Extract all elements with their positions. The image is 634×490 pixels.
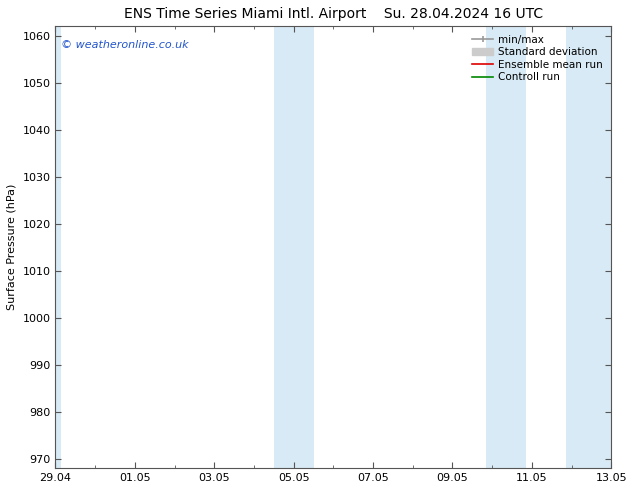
Title: ENS Time Series Miami Intl. Airport    Su. 28.04.2024 16 UTC: ENS Time Series Miami Intl. Airport Su. … [124, 7, 543, 21]
Y-axis label: Surface Pressure (hPa): Surface Pressure (hPa) [7, 184, 17, 311]
Text: © weatheronline.co.uk: © weatheronline.co.uk [61, 40, 189, 49]
Legend: min/max, Standard deviation, Ensemble mean run, Controll run: min/max, Standard deviation, Ensemble me… [469, 31, 606, 86]
Bar [566, 26, 617, 468]
Bar [49, 26, 61, 468]
Bar [486, 26, 526, 468]
Bar [274, 26, 314, 468]
